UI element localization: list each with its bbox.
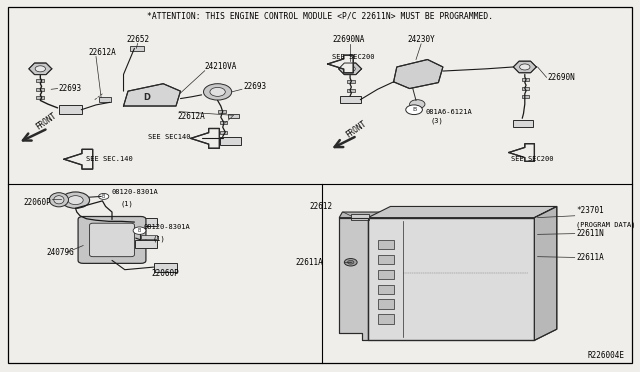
Text: (1): (1): [152, 235, 165, 241]
Bar: [36, 96, 44, 99]
FancyBboxPatch shape: [135, 240, 157, 248]
Circle shape: [348, 260, 354, 264]
Bar: [368, 218, 534, 340]
Bar: [220, 121, 227, 124]
Text: (PROGRAM DATA): (PROGRAM DATA): [576, 221, 636, 228]
Text: FRONT: FRONT: [34, 112, 58, 132]
Text: 08120-8301A: 08120-8301A: [144, 224, 191, 230]
FancyBboxPatch shape: [220, 137, 241, 145]
Text: 22611A: 22611A: [296, 258, 323, 267]
Bar: [522, 95, 529, 98]
Text: SEE SEC.140: SEE SEC.140: [86, 156, 133, 162]
Text: R226004E: R226004E: [587, 351, 624, 360]
Circle shape: [344, 259, 357, 266]
Text: 22690N: 22690N: [547, 73, 575, 82]
Text: (3): (3): [430, 118, 443, 124]
Bar: [141, 242, 157, 247]
Text: 22612: 22612: [310, 202, 333, 211]
Circle shape: [61, 192, 90, 208]
Text: 22060P: 22060P: [151, 269, 179, 278]
Circle shape: [406, 105, 422, 115]
Circle shape: [520, 64, 530, 70]
Text: (1): (1): [120, 201, 133, 207]
Text: FRONT: FRONT: [344, 119, 369, 140]
FancyBboxPatch shape: [59, 105, 83, 114]
Bar: [347, 80, 355, 83]
Polygon shape: [29, 63, 52, 75]
Polygon shape: [339, 63, 362, 75]
Bar: [522, 87, 529, 90]
Text: 08120-8301A: 08120-8301A: [112, 189, 159, 195]
Text: 22611A: 22611A: [576, 253, 604, 262]
Polygon shape: [191, 128, 220, 148]
Text: 24210VA: 24210VA: [205, 62, 237, 71]
Text: 22611N: 22611N: [576, 229, 604, 238]
Text: SEE SEC200: SEE SEC200: [332, 54, 374, 60]
Circle shape: [133, 227, 146, 234]
Text: B: B: [138, 228, 141, 233]
Polygon shape: [339, 212, 387, 218]
Bar: [130, 46, 144, 51]
Ellipse shape: [54, 196, 64, 204]
Text: SEE SEC200: SEE SEC200: [511, 156, 553, 162]
Text: 22690NA: 22690NA: [333, 35, 365, 44]
FancyBboxPatch shape: [154, 263, 177, 272]
Text: 24079G: 24079G: [46, 248, 74, 257]
Bar: [378, 270, 394, 279]
Polygon shape: [394, 60, 443, 89]
Text: 081A6-6121A: 081A6-6121A: [426, 109, 472, 115]
Bar: [220, 131, 227, 134]
Bar: [522, 78, 529, 81]
Text: 22060P: 22060P: [24, 198, 51, 207]
Bar: [351, 214, 369, 220]
Text: D: D: [144, 93, 150, 102]
Text: 24230Y: 24230Y: [407, 35, 435, 44]
Polygon shape: [513, 61, 536, 73]
Polygon shape: [368, 206, 557, 218]
Polygon shape: [328, 55, 353, 73]
Text: SEE SEC140: SEE SEC140: [148, 134, 191, 140]
Text: 22693: 22693: [59, 84, 82, 93]
FancyBboxPatch shape: [78, 217, 146, 263]
Polygon shape: [124, 84, 180, 106]
Bar: [36, 88, 44, 91]
Bar: [378, 240, 394, 249]
FancyBboxPatch shape: [340, 96, 361, 103]
Bar: [378, 299, 394, 309]
Polygon shape: [64, 149, 93, 169]
Text: *23701: *23701: [576, 206, 604, 215]
Circle shape: [345, 66, 355, 72]
Bar: [228, 114, 239, 118]
Bar: [347, 89, 355, 92]
Text: 22612A: 22612A: [88, 48, 116, 57]
Bar: [378, 255, 394, 264]
Polygon shape: [534, 206, 557, 340]
Circle shape: [410, 100, 425, 109]
Bar: [141, 235, 157, 239]
Text: 22652: 22652: [126, 35, 149, 44]
Bar: [378, 285, 394, 294]
Polygon shape: [339, 218, 368, 340]
Text: B: B: [102, 194, 106, 199]
FancyBboxPatch shape: [513, 120, 533, 127]
Bar: [218, 110, 226, 113]
Bar: [36, 79, 44, 82]
Bar: [378, 314, 394, 324]
Circle shape: [99, 193, 109, 199]
Text: 22612A: 22612A: [178, 112, 205, 121]
Text: *ATTENTION: THIS ENGINE CONTROL MODULE <P/C 22611N> MUST BE PROGRAMMED.: *ATTENTION: THIS ENGINE CONTROL MODULE <…: [147, 12, 493, 21]
Text: 22693: 22693: [243, 82, 266, 91]
Circle shape: [204, 84, 232, 100]
FancyBboxPatch shape: [135, 218, 157, 226]
FancyBboxPatch shape: [90, 223, 134, 257]
Polygon shape: [509, 144, 534, 161]
Circle shape: [35, 66, 45, 72]
Ellipse shape: [49, 193, 68, 207]
Bar: [99, 97, 111, 102]
Text: B: B: [412, 107, 416, 112]
Circle shape: [210, 87, 225, 96]
Circle shape: [68, 196, 83, 205]
